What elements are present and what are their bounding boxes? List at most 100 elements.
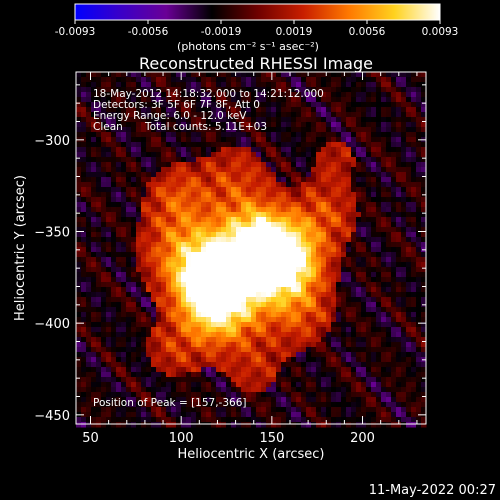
- heatmap-cell: [161, 387, 167, 393]
- heatmap-cell: [91, 287, 97, 293]
- heatmap-cell: [186, 97, 192, 103]
- heatmap-cell: [306, 257, 312, 263]
- heatmap-cell: [416, 152, 422, 158]
- heatmap-cell: [236, 252, 242, 258]
- heatmap-cell: [286, 307, 292, 313]
- heatmap-cell: [191, 397, 197, 403]
- heatmap-cell: [126, 222, 132, 228]
- heatmap-cell: [201, 187, 207, 193]
- heatmap-cell: [266, 197, 272, 203]
- heatmap-cell: [91, 412, 97, 418]
- heatmap-cell: [181, 332, 187, 338]
- heatmap-cell: [136, 237, 142, 243]
- heatmap-cell: [386, 122, 392, 128]
- heatmap-cell: [131, 97, 137, 103]
- heatmap-cell: [201, 397, 207, 403]
- heatmap-cell: [161, 252, 167, 258]
- heatmap-cell: [361, 372, 367, 378]
- heatmap-cell: [161, 287, 167, 293]
- heatmap-cell: [366, 402, 372, 408]
- heatmap-cell: [406, 117, 412, 123]
- heatmap-cell: [336, 422, 342, 428]
- heatmap-cell: [176, 342, 182, 348]
- heatmap-cell: [381, 322, 387, 328]
- heatmap-cell: [146, 387, 152, 393]
- heatmap-cell: [236, 177, 242, 183]
- heatmap-cell: [141, 242, 147, 248]
- heatmap-cell: [331, 377, 337, 383]
- heatmap-cell: [381, 407, 387, 413]
- heatmap-cell: [396, 132, 402, 138]
- heatmap-cell: [346, 122, 352, 128]
- heatmap-cell: [321, 392, 327, 398]
- heatmap-cell: [271, 207, 277, 213]
- heatmap-cell: [276, 412, 282, 418]
- heatmap-cell: [91, 232, 97, 238]
- heatmap-cell: [231, 347, 237, 353]
- heatmap-cell: [81, 227, 87, 233]
- heatmap-cell: [386, 127, 392, 133]
- heatmap-cell: [386, 377, 392, 383]
- heatmap-cell: [161, 307, 167, 313]
- heatmap-cell: [281, 182, 287, 188]
- heatmap-cell: [146, 342, 152, 348]
- heatmap-cell: [321, 302, 327, 308]
- heatmap-cell: [161, 127, 167, 133]
- heatmap-cell: [226, 397, 232, 403]
- heatmap-cell: [396, 347, 402, 353]
- heatmap-cell: [216, 332, 222, 338]
- heatmap-cell: [111, 192, 117, 198]
- heatmap-cell: [231, 147, 237, 153]
- heatmap-cell: [226, 232, 232, 238]
- heatmap-cell: [336, 142, 342, 148]
- heatmap-cell: [171, 417, 177, 423]
- heatmap-cell: [351, 127, 357, 133]
- heatmap-cell: [371, 147, 377, 153]
- heatmap-cell: [286, 347, 292, 353]
- heatmap-cell: [211, 202, 217, 208]
- heatmap-cell: [251, 337, 257, 343]
- heatmap-cell: [201, 82, 207, 88]
- heatmap-cell: [406, 197, 412, 203]
- heatmap-cell: [376, 237, 382, 243]
- heatmap-cell: [181, 187, 187, 193]
- heatmap-cell: [206, 382, 212, 388]
- heatmap-cell: [381, 82, 387, 88]
- heatmap-cell: [106, 152, 112, 158]
- heatmap-cell: [351, 122, 357, 128]
- heatmap-cell: [296, 157, 302, 163]
- heatmap-cell: [91, 267, 97, 273]
- heatmap-cell: [196, 307, 202, 313]
- heatmap-cell: [136, 267, 142, 273]
- heatmap-cell: [141, 277, 147, 283]
- heatmap-cell: [221, 147, 227, 153]
- heatmap-cell: [181, 387, 187, 393]
- heatmap-cell: [181, 152, 187, 158]
- heatmap-cell: [356, 392, 362, 398]
- heatmap-cell: [156, 212, 162, 218]
- heatmap-cell: [351, 317, 357, 323]
- heatmap-cell: [131, 282, 137, 288]
- heatmap-cell: [391, 77, 397, 83]
- heatmap-cell: [156, 72, 162, 78]
- heatmap-cell: [306, 422, 312, 428]
- heatmap-cell: [131, 202, 137, 208]
- heatmap-cell: [416, 147, 422, 153]
- heatmap-cell: [336, 217, 342, 223]
- heatmap-cell: [126, 417, 132, 423]
- heatmap-cell: [411, 157, 417, 163]
- heatmap-cell: [396, 282, 402, 288]
- heatmap-cell: [206, 272, 212, 278]
- heatmap-cell: [96, 207, 102, 213]
- heatmap-cell: [211, 77, 217, 83]
- heatmap-cell: [141, 302, 147, 308]
- heatmap-cell: [86, 187, 92, 193]
- heatmap-cell: [401, 272, 407, 278]
- heatmap-cell: [246, 177, 252, 183]
- heatmap-cell: [131, 77, 137, 83]
- heatmap-cell: [381, 317, 387, 323]
- heatmap-cell: [91, 342, 97, 348]
- heatmap-cell: [211, 367, 217, 373]
- heatmap-cell: [306, 77, 312, 83]
- heatmap-cell: [151, 287, 157, 293]
